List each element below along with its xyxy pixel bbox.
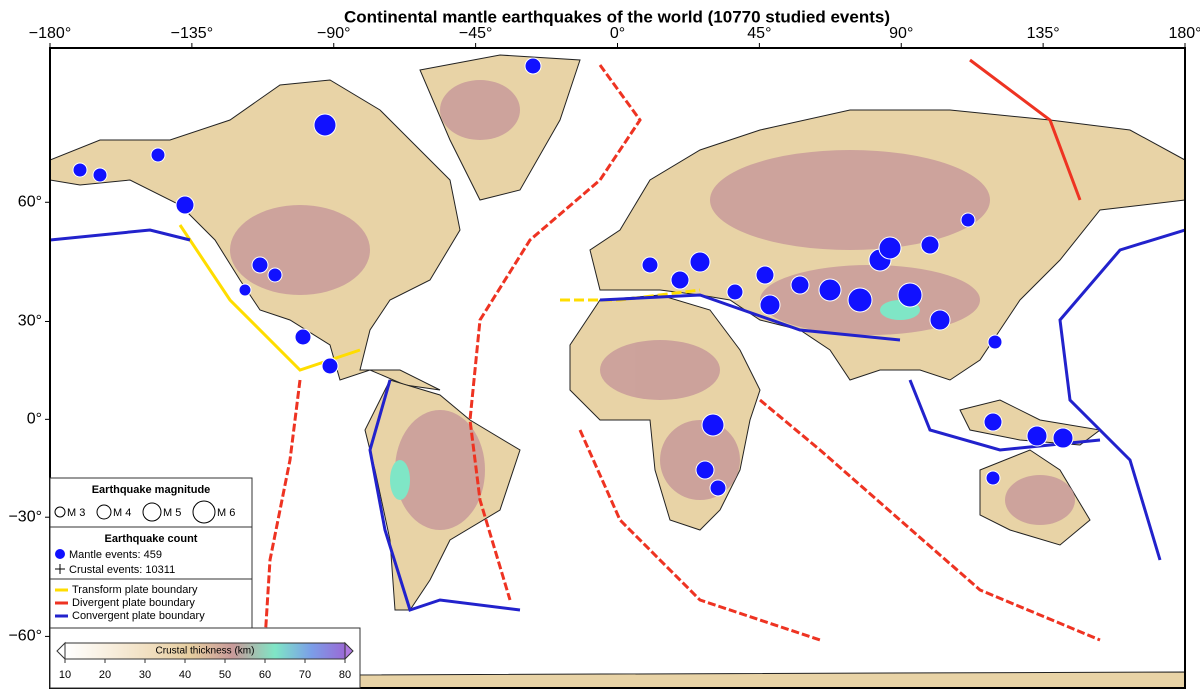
y-tick-label: −30° — [8, 508, 42, 525]
plate-boundaries — [50, 58, 1185, 642]
colorbar-tick-label: 60 — [259, 669, 271, 681]
x-tick-label: 135° — [1027, 25, 1060, 42]
y-tick-label: 0° — [27, 411, 42, 428]
x-tick-label: 0° — [610, 25, 625, 42]
legend-label: M 5 — [163, 507, 181, 519]
colorbar-tick-label: 30 — [139, 669, 151, 681]
colorbar-tick-label: 80 — [339, 669, 351, 681]
y-tick-label: 60° — [18, 193, 42, 210]
legend-title: Earthquake count — [105, 533, 198, 545]
colorbar-label: Crustal thickness (km) — [156, 646, 255, 657]
mantle-symbol — [55, 549, 65, 559]
x-tick-label: 90° — [889, 25, 913, 42]
y-tick-label: 30° — [18, 313, 42, 330]
legend-label: M 6 — [217, 507, 235, 519]
x-tick-label: −45° — [459, 25, 493, 42]
x-tick-label: 180° — [1168, 25, 1200, 42]
andes-peak — [390, 460, 410, 500]
legend: Earthquake magnitude Earthquake count Ma… — [49, 477, 253, 629]
legend-label: Crustal events: 10311 — [69, 564, 175, 576]
colorbar-tick-label: 20 — [99, 669, 111, 681]
legend-label: Convergent plate boundary — [72, 610, 205, 622]
colorbar: Crustal thickness (km) — [49, 627, 361, 689]
legend-label: M 4 — [113, 507, 131, 519]
magnitude-symbol — [192, 500, 216, 524]
map-title: Continental mantle earthquakes of the wo… — [344, 7, 890, 26]
legend-label: Divergent plate boundary — [72, 597, 195, 609]
x-tick-label: −135° — [171, 25, 213, 42]
magnitude-symbol — [54, 506, 66, 518]
crustal-symbol — [55, 564, 65, 574]
mantle-events — [72, 57, 1074, 497]
legend-label: M 3 — [67, 507, 85, 519]
x-tick-label: −90° — [317, 25, 351, 42]
legend-label: Mantle events: 459 — [69, 549, 162, 561]
magnitude-symbol — [142, 502, 162, 522]
legend-label: Transform plate boundary — [72, 584, 198, 596]
magnitude-symbol — [96, 504, 112, 520]
colorbar-tick-label: 70 — [299, 669, 311, 681]
x-tick-label: 45° — [747, 25, 771, 42]
legend-title: Earthquake magnitude — [92, 484, 211, 496]
colorbar-tick-label: 10 — [59, 669, 71, 681]
x-tick-label: −180° — [29, 25, 71, 42]
colorbar-tick-label: 50 — [219, 669, 231, 681]
y-tick-label: −60° — [8, 628, 42, 645]
colorbar-tick-label: 40 — [179, 669, 191, 681]
